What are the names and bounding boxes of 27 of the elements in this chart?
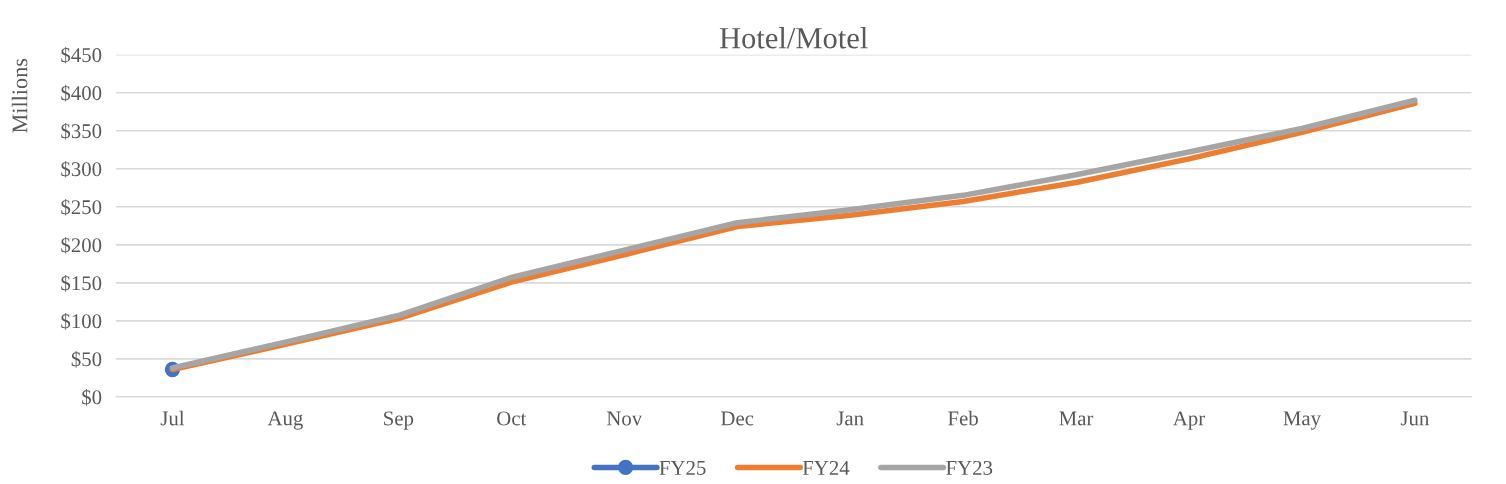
x-tick-label: Feb [948, 410, 978, 426]
x-tick-label: Nov [606, 411, 643, 426]
legend-label: FY23 [946, 460, 993, 475]
y-tick-label: $100 [61, 312, 102, 330]
y-tick-label: $50 [71, 351, 102, 368]
x-tick-label: Jul [160, 410, 185, 426]
y-tick-label: $400 [61, 84, 102, 102]
x-tick-label: Jan [836, 411, 864, 426]
y-tick-label: $200 [61, 236, 102, 254]
y-tick-label: $250 [61, 198, 102, 216]
y-tick-label: $300 [61, 160, 102, 178]
x-tick-label: Dec [721, 411, 754, 426]
x-tick-label: May [1283, 411, 1321, 430]
chart-title: Hotel/Motel [719, 26, 868, 49]
x-tick-label: Jun [1400, 411, 1430, 426]
legend-label: FY24 [802, 460, 850, 475]
x-tick-label: Sep [384, 411, 414, 430]
y-tick-label: $0 [82, 389, 102, 406]
x-tick-label: Apr [1172, 411, 1205, 430]
y-tick-label: $150 [61, 274, 102, 292]
y-tick-label: $350 [61, 122, 102, 140]
y-axis-title: Millions [11, 58, 28, 133]
y-tick-label: $450 [61, 46, 102, 64]
x-tick-label: Oct [497, 411, 527, 426]
x-tick-label: Mar [1059, 411, 1094, 426]
legend-label: FY25 [659, 460, 706, 475]
x-tick-label: Aug [267, 411, 303, 430]
